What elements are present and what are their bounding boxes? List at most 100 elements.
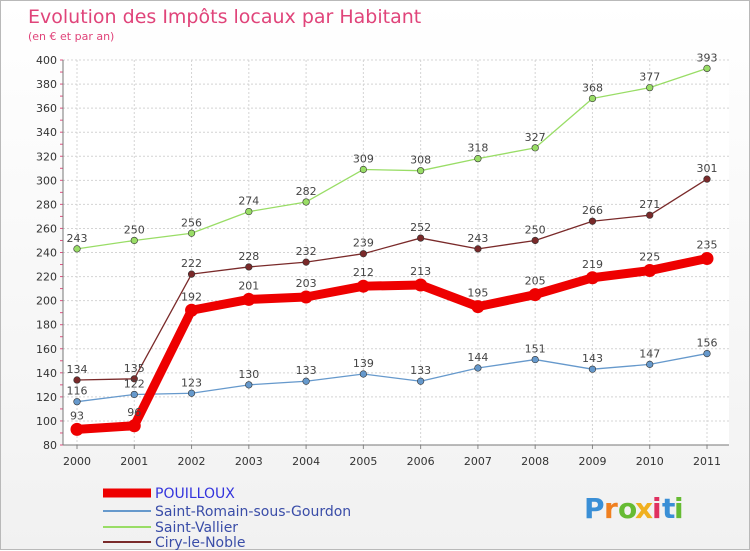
data-label: 225: [639, 251, 660, 264]
data-label: 212: [353, 266, 374, 279]
data-point: [531, 355, 539, 364]
y-tick-label: 140: [36, 367, 57, 380]
data-label: 147: [639, 347, 660, 360]
grid: [63, 59, 729, 446]
data-point: [73, 245, 81, 253]
data-label: 93: [70, 409, 84, 422]
data-point: [471, 300, 485, 314]
data-label: 301: [697, 162, 718, 175]
data-label: 327: [525, 131, 546, 144]
legend-label: Saint-Vallier: [155, 520, 238, 536]
data-point: [70, 422, 84, 436]
data-label: 266: [582, 204, 603, 217]
data-point: [359, 165, 367, 174]
data-point: [73, 398, 81, 406]
legend: POUILLOUX Saint-Romain-sous-GourdonSaint-…: [103, 486, 351, 551]
data-point: [417, 167, 425, 175]
data-label: 239: [353, 237, 374, 250]
data-point: [531, 236, 539, 245]
data-label: 228: [238, 250, 259, 263]
data-point: [356, 279, 370, 293]
data-point: [245, 263, 253, 271]
chart-subtitle: (en € et par an): [28, 30, 114, 43]
data-label: 116: [67, 385, 88, 398]
logo-letter: P: [584, 492, 605, 525]
y-tick-label: 300: [36, 174, 57, 187]
data-label: 243: [467, 232, 488, 245]
data-point: [245, 381, 253, 389]
y-tick-label: 260: [36, 222, 57, 235]
data-point: [130, 236, 138, 245]
data-label: 256: [181, 216, 202, 229]
data-point: [187, 389, 196, 397]
data-label: 143: [582, 352, 603, 365]
data-label: 133: [410, 364, 431, 377]
series-line-2: [76, 67, 708, 250]
y-tick-label: 340: [36, 126, 57, 139]
data-label: 144: [467, 351, 488, 364]
data-point: [588, 94, 597, 103]
y-tick-label: 200: [36, 295, 57, 308]
axes: 80 100 120 140 160 180 200 220 240 260 280 300 320 34…: [36, 54, 729, 468]
data-label: 235: [697, 239, 718, 252]
x-tick-label: 2007: [464, 455, 492, 468]
data-point: [130, 390, 138, 399]
data-point: [646, 211, 654, 219]
data-label: 393: [697, 51, 718, 64]
data-point: [299, 290, 313, 304]
data-label: 377: [639, 71, 660, 84]
logo-letter: o: [618, 492, 637, 525]
chart-title: Evolution des Impôts locaux par Habitant: [28, 6, 421, 28]
legend-label: Saint-Romain-sous-Gourdon: [155, 504, 351, 520]
data-point: [130, 375, 138, 383]
logo-letter: t: [662, 492, 675, 525]
data-label: 134: [67, 363, 88, 376]
data-label: 250: [124, 223, 145, 236]
y-tick-label: 320: [36, 150, 57, 163]
series-group: [70, 64, 714, 436]
data-point: [185, 303, 199, 317]
data-label: 201: [238, 279, 259, 292]
data-point: [187, 270, 196, 278]
x-tick-label: 2010: [636, 455, 664, 468]
data-point: [703, 349, 711, 358]
data-point: [531, 144, 539, 152]
data-label: 133: [296, 364, 317, 377]
y-tick-label: 100: [36, 415, 57, 428]
logo-letter: r: [604, 492, 618, 525]
data-point: [359, 370, 367, 378]
data-label: 308: [410, 154, 431, 167]
data-point: [302, 258, 310, 266]
data-label: 274: [238, 195, 259, 208]
y-tick-label: 360: [36, 102, 57, 115]
data-label: 151: [525, 343, 546, 356]
data-label: 318: [467, 142, 488, 155]
data-point: [245, 207, 253, 216]
x-tick-label: 2004: [292, 455, 320, 468]
data-point: [474, 155, 482, 163]
data-label: 203: [296, 277, 317, 290]
x-tick-label: 2001: [120, 455, 148, 468]
data-label: 96: [127, 406, 141, 419]
data-point: [417, 234, 425, 242]
data-point: [302, 377, 310, 385]
data-point: [359, 250, 367, 258]
series-line-1: [76, 352, 708, 403]
data-label: 222: [181, 257, 202, 270]
data-label: 252: [410, 221, 431, 234]
y-tick-label: 180: [36, 319, 57, 332]
legend-label: Ciry-le-Noble: [155, 535, 246, 551]
data-label: 282: [296, 185, 317, 198]
x-tick-label: 2006: [407, 455, 435, 468]
data-point: [414, 278, 428, 292]
data-label: 205: [525, 275, 546, 288]
x-tick-label: 2000: [63, 455, 91, 468]
x-tick-label: 2003: [235, 455, 263, 468]
data-label: 122: [124, 377, 145, 390]
data-label: 123: [181, 376, 202, 389]
logo-letter: x: [635, 492, 653, 525]
data-point: [588, 365, 597, 373]
